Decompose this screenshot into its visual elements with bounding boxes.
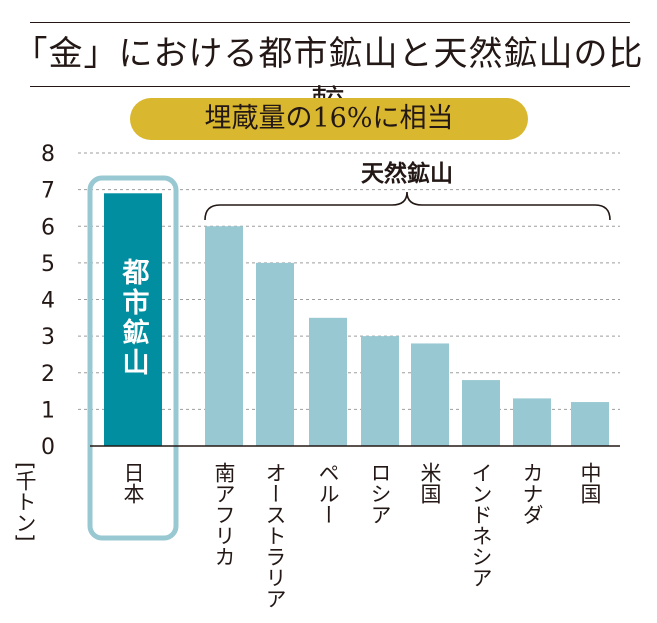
y-tick-label: 7 <box>41 179 55 204</box>
bar <box>256 262 294 446</box>
y-tick-label: 6 <box>41 215 55 240</box>
y-tick-label: 2 <box>41 362 55 387</box>
bar <box>513 398 551 446</box>
urban-mine-frame <box>87 175 179 541</box>
y-tick-label: 3 <box>41 325 55 350</box>
natural-mine-brace <box>204 191 611 221</box>
x-tick-label: 中国 <box>578 462 602 504</box>
bar <box>104 193 162 446</box>
y-tick-label: 0 <box>41 435 55 460</box>
x-tick-label: インドネシア <box>469 462 493 588</box>
y-tick-label: 5 <box>41 252 55 277</box>
y-axis-label: [千トン] <box>13 462 37 541</box>
x-tick-label: カナダ <box>520 462 544 525</box>
x-tick-label: ロシア <box>368 462 392 525</box>
x-tick-label: 米国 <box>418 462 442 504</box>
bar <box>571 402 609 446</box>
share-banner: 埋蔵量の16%に相当 <box>130 98 528 140</box>
x-tick-label: 南アフリカ <box>212 462 236 567</box>
bar <box>309 317 347 446</box>
y-tick-label: 1 <box>41 398 55 423</box>
natural-mine-label: 天然鉱山 <box>361 160 453 187</box>
bar <box>361 336 399 446</box>
x-tick-label: 日本 <box>121 462 145 504</box>
y-tick-label: 4 <box>41 289 55 314</box>
urban-mine-label: 都市鉱山 <box>118 258 151 378</box>
bar <box>411 343 449 446</box>
y-tick-label: 8 <box>41 142 55 167</box>
title-rule-bottom <box>30 86 630 87</box>
title-rule-top <box>30 22 630 23</box>
x-tick-label: ペルー <box>316 462 340 525</box>
bar <box>462 380 500 446</box>
x-tick-label: オーストラリア <box>263 462 287 609</box>
bar <box>205 226 243 446</box>
